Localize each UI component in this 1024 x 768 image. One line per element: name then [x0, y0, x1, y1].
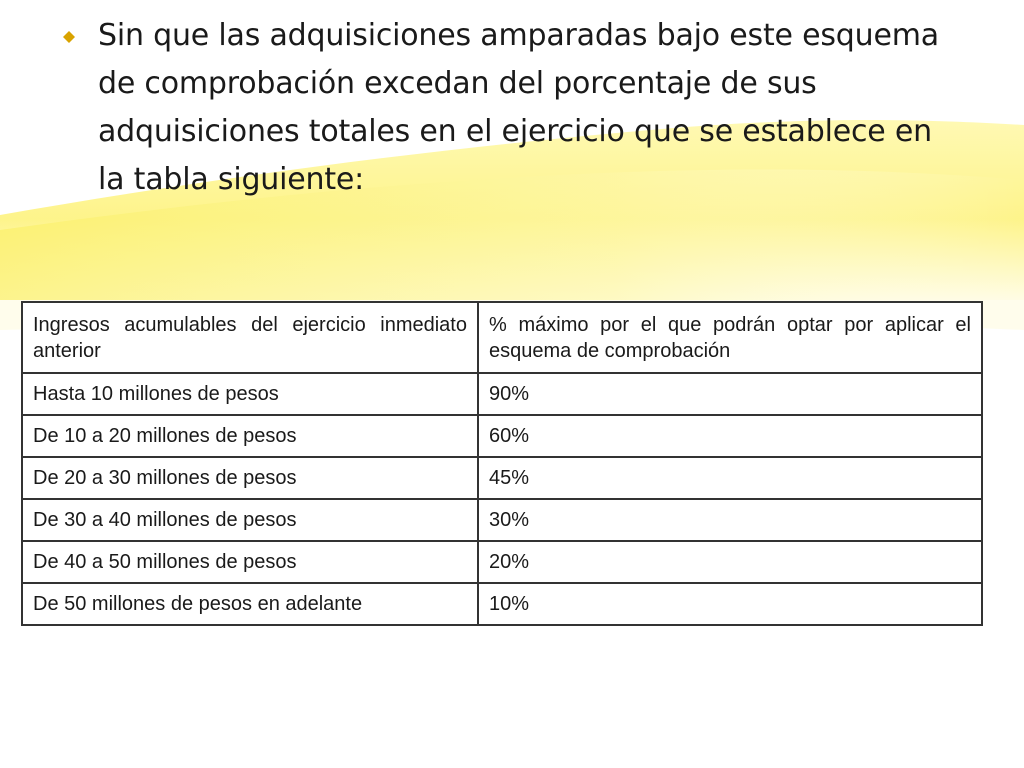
table-row: De 10 a 20 millones de pesos 60%: [21, 414, 983, 458]
income-range-cell: De 40 a 50 millones de pesos: [21, 540, 479, 584]
percent-cell: 90%: [477, 372, 983, 416]
income-range-cell: De 30 a 40 millones de pesos: [21, 498, 479, 542]
table-row: De 20 a 30 millones de pesos 45%: [21, 456, 983, 500]
income-range-cell: Hasta 10 millones de pesos: [21, 372, 479, 416]
percentage-table: Ingresos acumulables del ejercicio inmed…: [21, 301, 983, 626]
table-header-row: Ingresos acumulables del ejercicio inmed…: [21, 301, 983, 374]
income-range-cell: De 50 millones de pesos en adelante: [21, 582, 479, 626]
bullet-text: Sin que las adquisiciones amparadas bajo…: [98, 18, 939, 197]
income-range-cell: De 20 a 30 millones de pesos: [21, 456, 479, 500]
header-income: Ingresos acumulables del ejercicio inmed…: [21, 301, 479, 374]
percent-cell: 10%: [477, 582, 983, 626]
header-max-percent: % máximo por el que podrán optar por apl…: [477, 301, 983, 374]
percent-cell: 20%: [477, 540, 983, 584]
income-range-cell: De 10 a 20 millones de pesos: [21, 414, 479, 458]
diamond-bullet-icon: [63, 31, 75, 43]
bullet-paragraph: Sin que las adquisiciones amparadas bajo…: [62, 12, 962, 204]
table-row: De 40 a 50 millones de pesos 20%: [21, 540, 983, 584]
table-row: De 30 a 40 millones de pesos 30%: [21, 498, 983, 542]
percent-cell: 45%: [477, 456, 983, 500]
table-row: De 50 millones de pesos en adelante 10%: [21, 582, 983, 626]
percent-cell: 30%: [477, 498, 983, 542]
percent-cell: 60%: [477, 414, 983, 458]
table-row: Hasta 10 millones de pesos 90%: [21, 372, 983, 416]
